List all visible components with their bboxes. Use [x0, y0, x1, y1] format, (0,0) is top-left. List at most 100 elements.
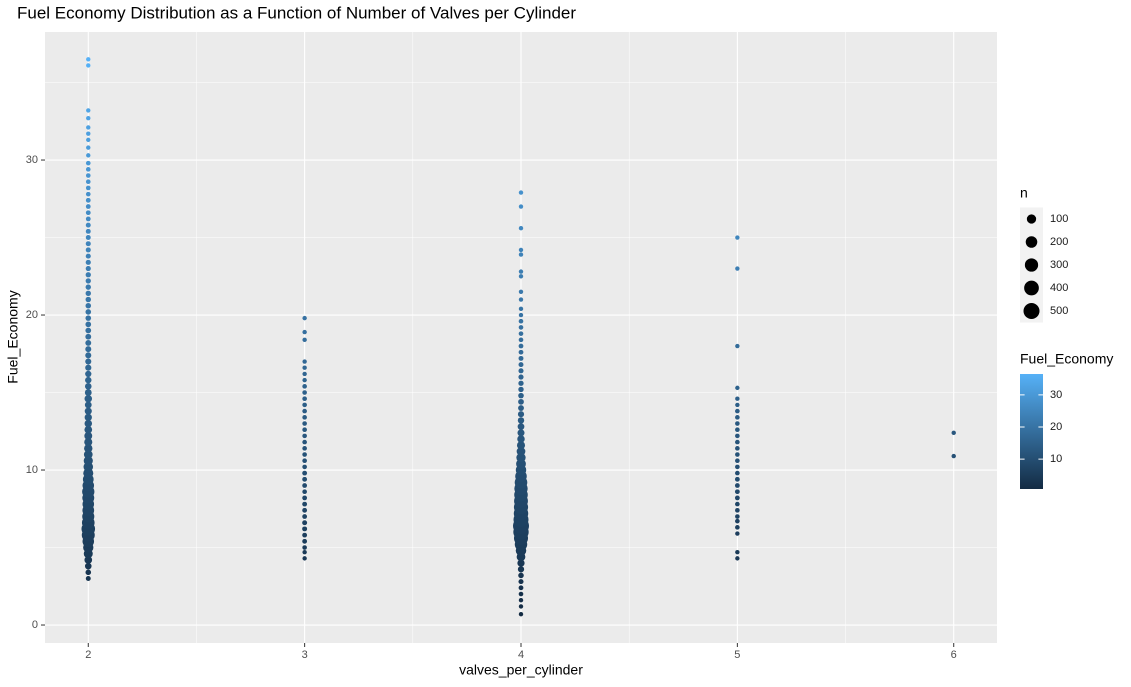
point — [735, 501, 740, 507]
point — [518, 343, 524, 349]
legend-label: 400 — [1050, 282, 1068, 294]
point — [302, 452, 307, 457]
point — [734, 483, 740, 488]
y-tick-label: 20 — [26, 309, 38, 321]
point — [518, 611, 524, 617]
point — [735, 343, 740, 349]
points — [81, 57, 956, 617]
point — [518, 325, 524, 330]
legend-symbol — [1025, 236, 1038, 248]
point — [518, 252, 524, 257]
x-tick-label: 2 — [85, 649, 91, 661]
point — [85, 339, 92, 346]
point — [518, 386, 524, 393]
point — [302, 483, 308, 488]
point — [518, 190, 524, 195]
point — [85, 352, 92, 359]
point — [951, 430, 956, 436]
point — [518, 392, 524, 399]
point — [86, 125, 91, 130]
point — [86, 131, 91, 136]
point — [85, 346, 92, 353]
point — [517, 566, 525, 573]
point — [85, 228, 91, 234]
point — [302, 377, 307, 383]
point — [85, 265, 91, 272]
point — [302, 329, 307, 335]
point — [83, 456, 93, 466]
point — [85, 302, 92, 309]
x-tick-label: 3 — [302, 649, 308, 661]
point — [735, 452, 740, 457]
point — [735, 549, 740, 555]
point — [85, 376, 92, 384]
point — [518, 226, 524, 231]
colorbar-label: 20 — [1050, 421, 1062, 433]
point — [302, 538, 308, 544]
point — [85, 197, 91, 203]
point — [518, 362, 524, 368]
point — [84, 389, 92, 396]
point — [517, 411, 525, 418]
point — [735, 556, 740, 561]
point — [84, 401, 92, 409]
point — [86, 145, 91, 150]
colorbar — [1020, 374, 1043, 489]
point — [517, 559, 525, 567]
point — [302, 507, 308, 513]
legend-label: 300 — [1050, 259, 1068, 271]
point — [302, 408, 307, 414]
legend-label: 500 — [1050, 305, 1068, 317]
point — [85, 358, 92, 365]
point — [735, 235, 740, 240]
point — [85, 247, 91, 253]
size-legend-title: n — [1020, 185, 1028, 201]
colorbar-label: 10 — [1050, 453, 1062, 465]
point — [86, 153, 91, 158]
point — [516, 447, 526, 456]
point — [85, 191, 91, 197]
legend-label: 200 — [1050, 236, 1068, 248]
point — [735, 415, 740, 420]
point — [85, 290, 91, 297]
point — [85, 315, 92, 321]
point — [518, 405, 524, 411]
point — [302, 556, 307, 561]
point — [85, 160, 91, 166]
point — [735, 421, 740, 426]
point — [85, 370, 92, 378]
point — [735, 427, 740, 433]
point — [86, 108, 91, 113]
point — [84, 383, 92, 390]
point — [302, 371, 307, 377]
point — [85, 364, 92, 371]
point — [517, 435, 525, 443]
point — [517, 417, 525, 424]
point — [518, 349, 524, 355]
x-tick-label: 5 — [734, 649, 740, 661]
point — [518, 604, 524, 609]
point — [302, 439, 307, 445]
point — [302, 526, 308, 532]
point — [86, 57, 91, 62]
point — [302, 446, 307, 451]
point — [302, 402, 307, 408]
point — [85, 272, 91, 278]
point — [518, 572, 524, 579]
point — [518, 374, 524, 380]
point — [84, 425, 93, 434]
legend-symbol — [1024, 258, 1039, 272]
point — [735, 433, 740, 439]
point — [518, 247, 524, 253]
point — [518, 318, 524, 324]
point — [734, 489, 740, 495]
point — [85, 185, 91, 191]
legend-symbol — [1023, 303, 1040, 319]
point — [518, 585, 524, 591]
point — [84, 407, 92, 415]
point — [85, 284, 91, 290]
point — [518, 579, 524, 585]
point — [302, 359, 307, 364]
point — [516, 452, 526, 463]
point — [84, 438, 93, 447]
